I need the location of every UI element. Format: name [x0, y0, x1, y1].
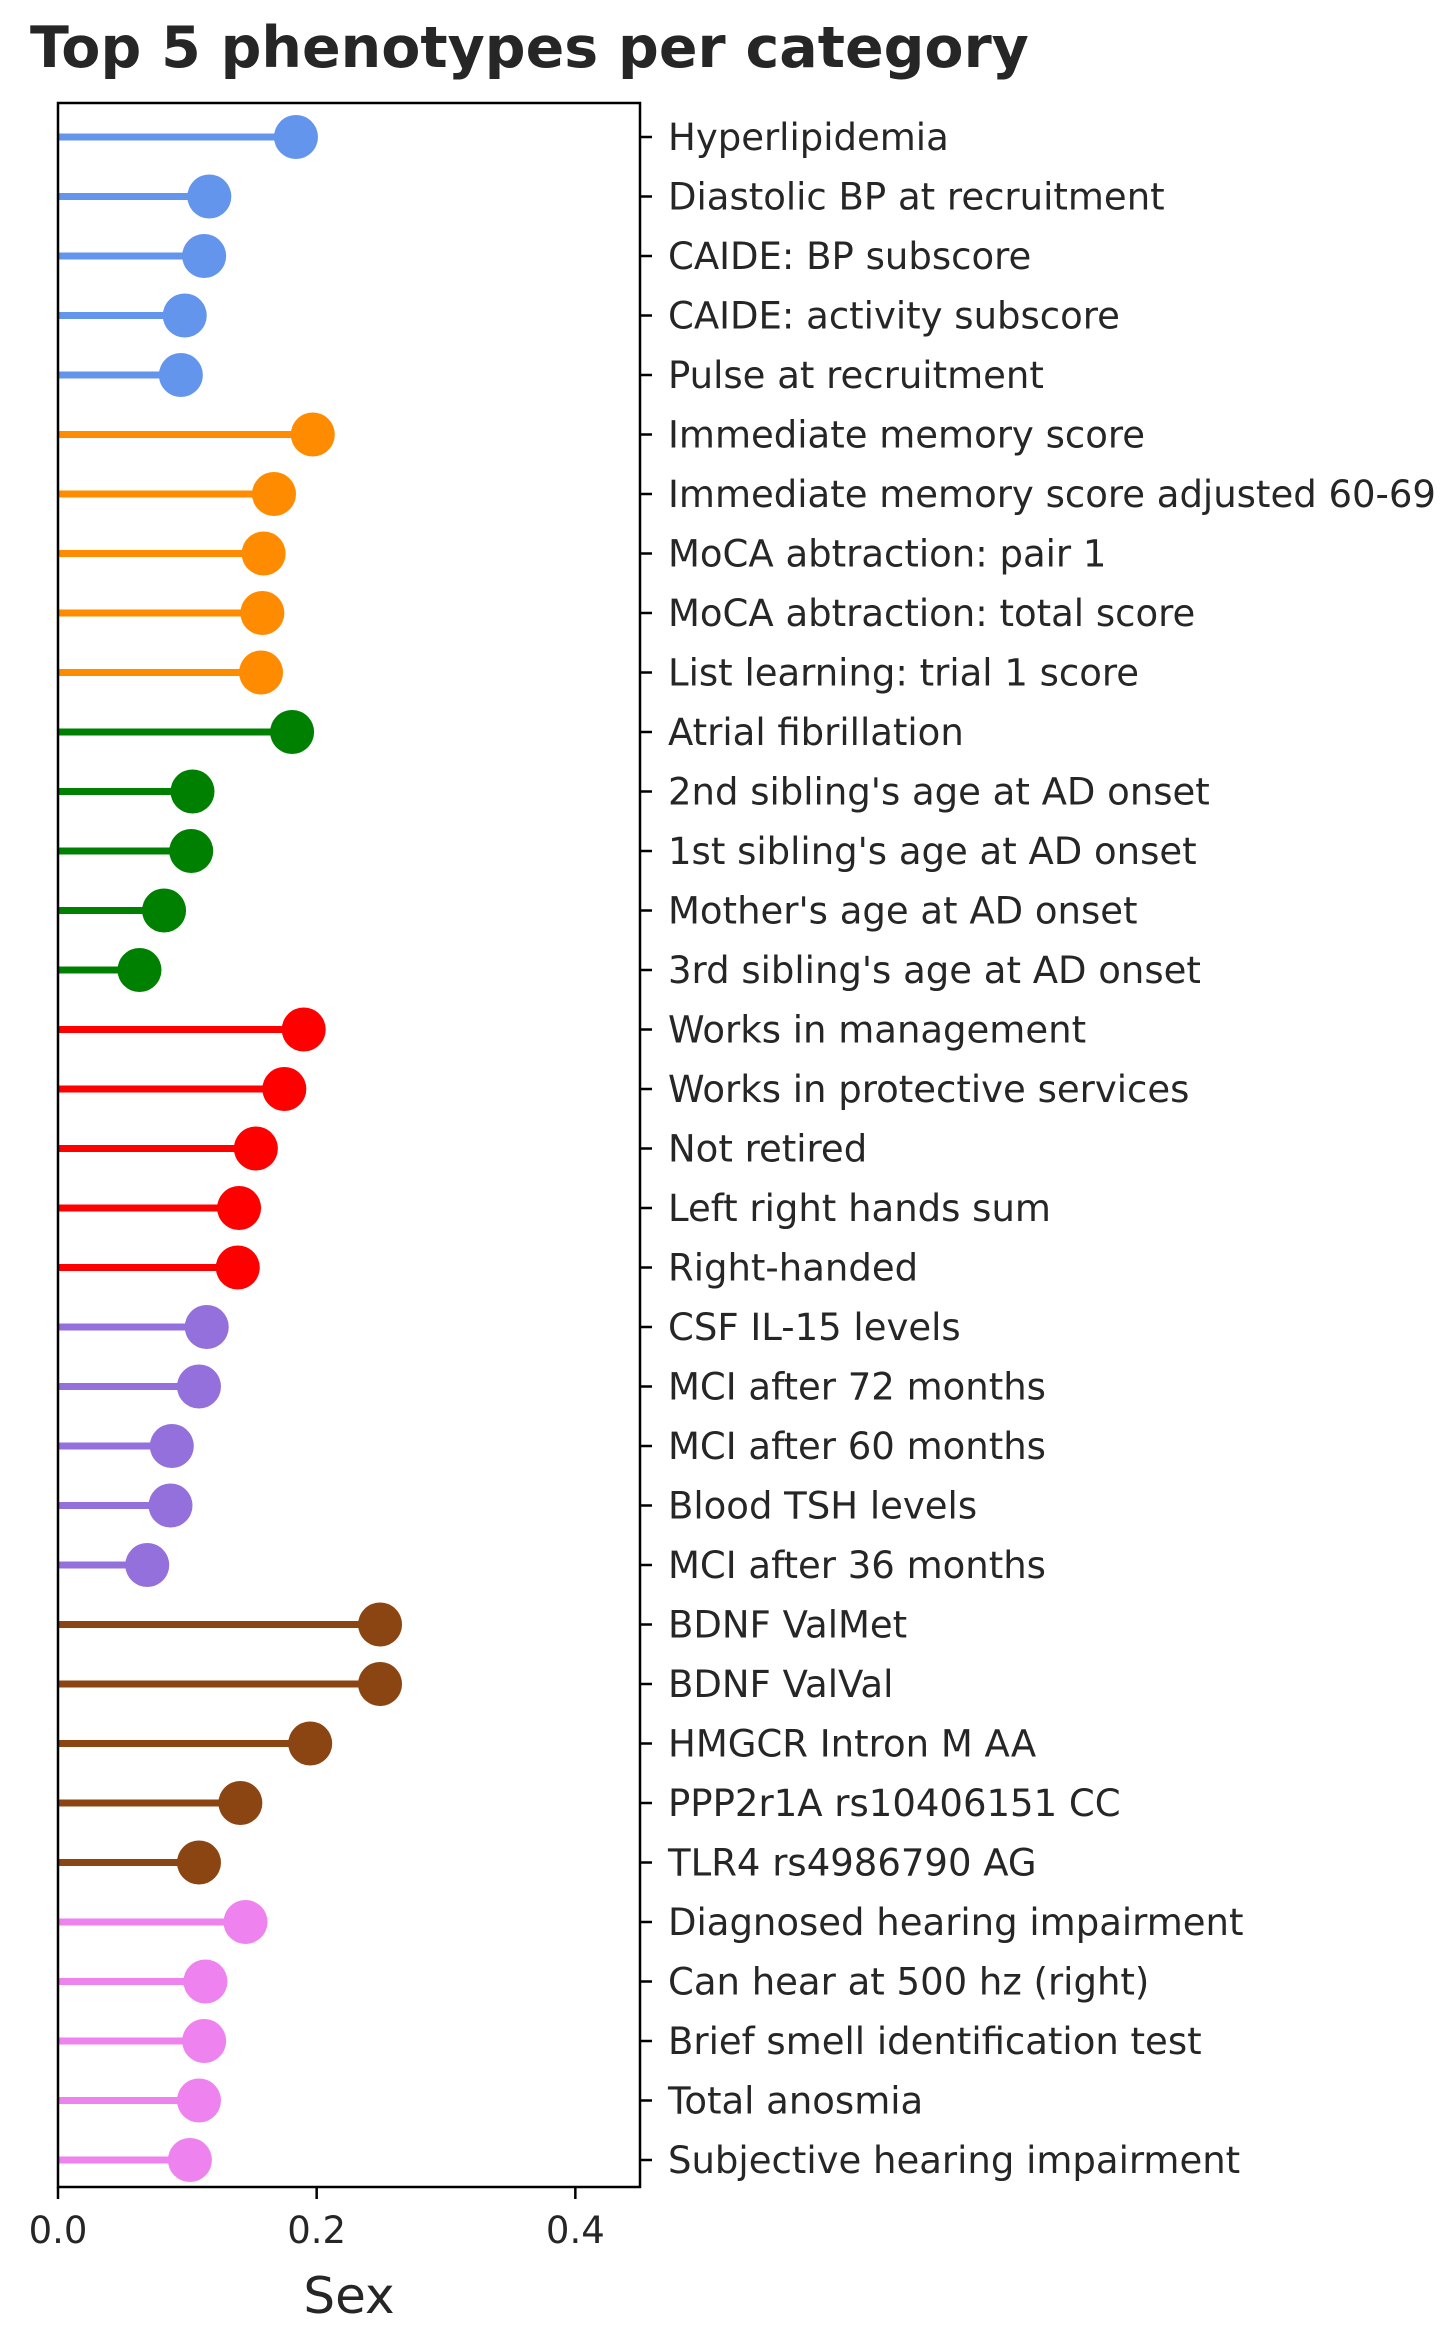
data-point [223, 1900, 268, 1944]
data-point [241, 531, 286, 576]
markers-layer [117, 115, 403, 2182]
data-point [251, 472, 296, 516]
y-tick-label: Works in management [668, 1009, 1086, 1052]
data-point [270, 710, 315, 754]
y-tick-label: MoCA abtraction: total score [668, 592, 1195, 635]
y-tick-label: MoCA abtraction: pair 1 [668, 533, 1106, 576]
y-tick-label: HMGCR Intron M AA [668, 1723, 1036, 1766]
y-tick-label: MCI after 72 months [668, 1366, 1046, 1409]
data-point [125, 1543, 170, 1587]
data-point [358, 1602, 403, 1647]
x-axis: 0.0 0.2 0.4 [29, 2187, 605, 2252]
data-point [182, 2019, 227, 2063]
data-point [176, 2078, 221, 2123]
y-tick-label: 1st sibling's age at AD onset [668, 830, 1197, 873]
y-tick-label: Works in protective services [668, 1068, 1189, 1111]
data-point [240, 591, 285, 635]
data-point [288, 1721, 333, 1766]
y-axis: Hyperlipidemia Diastolic BP at recruitmen… [640, 116, 1436, 2182]
y-tick-label: Total anosmia [667, 2080, 923, 2123]
data-point [176, 1840, 221, 1885]
data-point [273, 115, 318, 159]
y-tick-label: Diastolic BP at recruitment [668, 176, 1165, 219]
data-point [158, 353, 203, 397]
y-tick-label: BDNF ValVal [668, 1663, 893, 1706]
y-tick-label: Mother's age at AD onset [668, 890, 1138, 933]
data-point [149, 1424, 194, 1468]
data-point [142, 888, 187, 933]
y-tick-label: CAIDE: activity subscore [668, 295, 1120, 338]
y-tick-label: Blood TSH levels [668, 1485, 977, 1528]
y-tick-label: Left right hands sum [668, 1187, 1051, 1230]
y-tick-label: Brief smell identification test [668, 2020, 1202, 2063]
y-tick-label: PPP2r1A rs10406151 CC [668, 1782, 1121, 1825]
x-axis-label: Sex [303, 2267, 394, 2325]
y-tick-label: Immediate memory score adjusted 60-69 [668, 473, 1436, 516]
y-tick-label: 3rd sibling's age at AD onset [668, 949, 1201, 992]
data-point [281, 1007, 326, 1052]
data-point [184, 1305, 229, 1349]
data-point [239, 650, 284, 695]
data-point [169, 829, 214, 873]
y-tick-label: 2nd sibling's age at AD onset [668, 771, 1210, 814]
data-point [183, 1959, 228, 2004]
y-tick-label: Subjective hearing impairment [668, 2139, 1240, 2182]
y-tick-label: Atrial fibrillation [668, 711, 964, 754]
y-tick-label: Right-handed [668, 1247, 918, 1290]
y-tick-label: Immediate memory score [668, 414, 1145, 457]
data-point [217, 1186, 262, 1230]
y-tick-label: TLR4 rs4986790 AG [667, 1842, 1037, 1885]
y-tick-label: Hyperlipidemia [668, 116, 949, 159]
y-tick-label: MCI after 36 months [668, 1544, 1046, 1587]
y-tick-label: Pulse at recruitment [668, 354, 1044, 397]
data-point [182, 234, 227, 278]
data-point [187, 174, 232, 219]
y-tick-label: List learning: trial 1 score [668, 652, 1139, 695]
data-point [358, 1662, 403, 1706]
data-point [215, 1245, 260, 1290]
data-point [167, 2138, 212, 2182]
y-tick-label: MCI after 60 months [668, 1425, 1046, 1468]
x-tick-label: 0.2 [287, 2209, 346, 2252]
data-point [290, 412, 335, 457]
y-tick-label: CAIDE: BP subscore [668, 235, 1031, 278]
data-point [117, 948, 162, 992]
chart-title: Top 5 phenotypes per category [30, 15, 1029, 81]
y-tick-label: Not retired [668, 1128, 867, 1171]
y-tick-label: CSF IL-15 levels [668, 1306, 961, 1349]
data-point [262, 1067, 307, 1111]
data-point [218, 1781, 263, 1825]
data-point [233, 1126, 278, 1171]
x-tick-label: 0.4 [546, 2209, 605, 2252]
y-tick-label: Can hear at 500 hz (right) [668, 1961, 1149, 2004]
plot-frame [56, 101, 642, 2189]
data-point [162, 293, 207, 338]
y-tick-label: Diagnosed hearing impairment [668, 1901, 1243, 1944]
y-tick-label: BDNF ValMet [668, 1604, 907, 1647]
data-point [176, 1364, 221, 1409]
data-point [148, 1483, 193, 1528]
x-tick-label: 0.0 [29, 2209, 88, 2252]
data-point [170, 769, 215, 814]
